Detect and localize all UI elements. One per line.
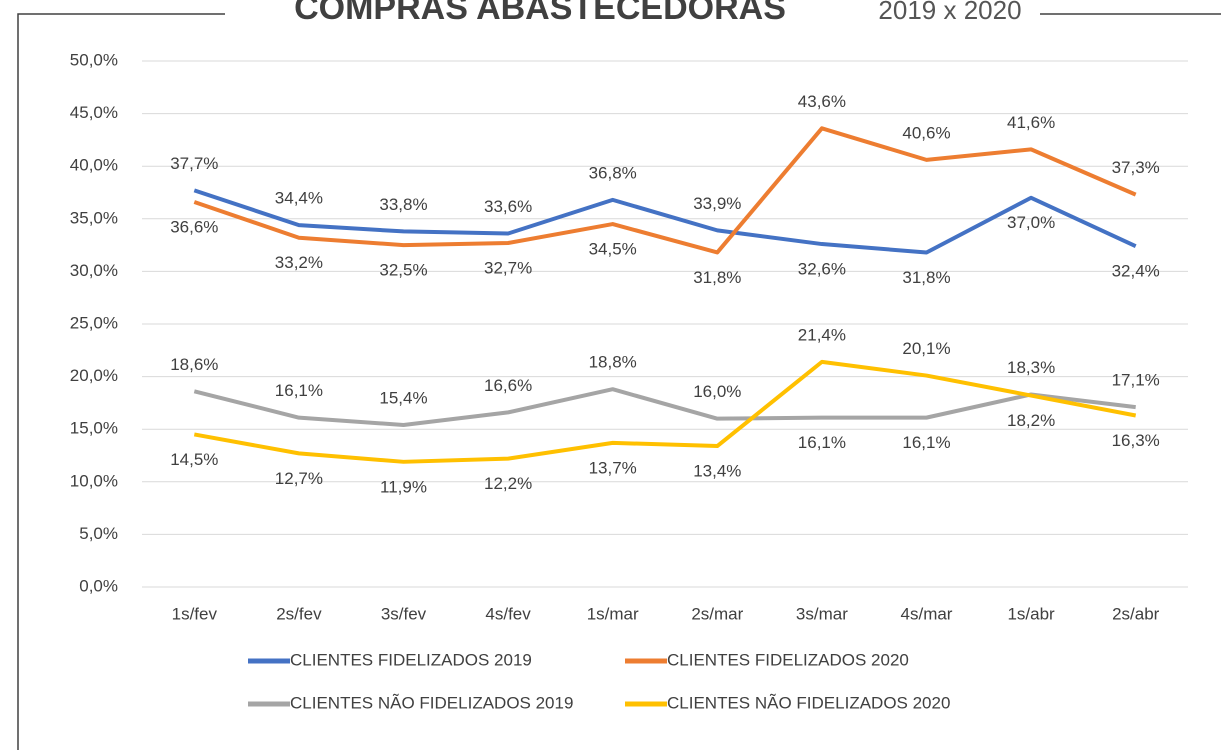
data-label: 43,6% bbox=[798, 92, 846, 111]
x-tick-label: 4s/mar bbox=[901, 604, 953, 623]
y-tick-label: 40,0% bbox=[70, 156, 118, 175]
y-tick-label: 30,0% bbox=[70, 261, 118, 280]
legend-label: CLIENTES FIDELIZADOS 2020 bbox=[667, 650, 909, 669]
data-label: 17,1% bbox=[1112, 371, 1160, 390]
legend-label: CLIENTES NÃO FIDELIZADOS 2019 bbox=[290, 693, 573, 712]
data-label: 33,6% bbox=[484, 197, 532, 216]
x-tick-label: 1s/mar bbox=[587, 604, 639, 623]
chart-subtitle: 2019 x 2020 bbox=[878, 0, 1021, 25]
data-label: 13,7% bbox=[589, 458, 637, 477]
x-tick-label: 2s/abr bbox=[1112, 604, 1160, 623]
series-line bbox=[193, 359, 1137, 464]
data-label: 15,4% bbox=[379, 388, 427, 407]
data-label: 32,4% bbox=[1112, 262, 1160, 281]
data-label: 20,1% bbox=[902, 339, 950, 358]
y-tick-label: 0,0% bbox=[79, 576, 118, 595]
data-label: 41,6% bbox=[1007, 113, 1055, 132]
data-label: 18,8% bbox=[589, 353, 637, 372]
y-tick-label: 45,0% bbox=[70, 103, 118, 122]
data-label: 12,2% bbox=[484, 474, 532, 493]
frame bbox=[17, 13, 1221, 750]
data-label: 31,8% bbox=[693, 268, 741, 287]
x-tick-label: 3s/fev bbox=[381, 604, 427, 623]
data-label: 32,6% bbox=[798, 260, 846, 279]
x-tick-label: 4s/fev bbox=[485, 604, 531, 623]
data-label: 34,5% bbox=[589, 240, 637, 259]
data-label: 13,4% bbox=[693, 462, 741, 481]
data-label: 16,6% bbox=[484, 376, 532, 395]
data-label: 31,8% bbox=[902, 268, 950, 287]
data-label: 40,6% bbox=[902, 123, 950, 142]
y-tick-label: 20,0% bbox=[70, 366, 118, 385]
data-label: 33,9% bbox=[693, 194, 741, 213]
y-tick-label: 15,0% bbox=[70, 419, 118, 438]
legend-label: CLIENTES FIDELIZADOS 2019 bbox=[290, 650, 532, 669]
data-label: 18,2% bbox=[1007, 411, 1055, 430]
data-label: 16,1% bbox=[275, 381, 323, 400]
data-label: 16,1% bbox=[902, 433, 950, 452]
y-tick-label: 50,0% bbox=[70, 50, 118, 69]
data-label: 32,5% bbox=[379, 261, 427, 280]
x-tick-label: 1s/fev bbox=[172, 604, 218, 623]
data-label: 18,3% bbox=[1007, 358, 1055, 377]
data-label: 33,8% bbox=[379, 195, 427, 214]
y-tick-label: 35,0% bbox=[70, 208, 118, 227]
data-label: 33,2% bbox=[275, 253, 323, 272]
data-label: 16,3% bbox=[1112, 431, 1160, 450]
data-label: 16,0% bbox=[693, 382, 741, 401]
data-label: 21,4% bbox=[798, 325, 846, 344]
chart-title: COMPRAS ABASTECEDORAS bbox=[294, 0, 786, 27]
data-label: 37,0% bbox=[1007, 213, 1055, 232]
series-line bbox=[193, 188, 1137, 255]
data-label: 36,8% bbox=[589, 163, 637, 182]
series-line bbox=[193, 387, 1136, 427]
data-label: 36,6% bbox=[170, 217, 218, 236]
x-tick-label: 3s/mar bbox=[796, 604, 848, 623]
data-label: 16,1% bbox=[798, 433, 846, 452]
data-label: 37,7% bbox=[170, 154, 218, 173]
data-label: 18,6% bbox=[170, 355, 218, 374]
x-tick-label: 1s/abr bbox=[1007, 604, 1055, 623]
data-label: 14,5% bbox=[170, 450, 218, 469]
data-label: 12,7% bbox=[275, 469, 323, 488]
y-tick-label: 25,0% bbox=[70, 313, 118, 332]
series-line bbox=[193, 126, 1137, 255]
x-tick-label: 2s/fev bbox=[276, 604, 322, 623]
data-label: 37,3% bbox=[1112, 158, 1160, 177]
x-tick-label: 2s/mar bbox=[691, 604, 743, 623]
legend-label: CLIENTES NÃO FIDELIZADOS 2020 bbox=[667, 693, 950, 712]
y-tick-label: 10,0% bbox=[70, 471, 118, 490]
data-label: 34,4% bbox=[275, 189, 323, 208]
data-label: 32,7% bbox=[484, 258, 532, 277]
y-tick-label: 5,0% bbox=[79, 524, 118, 543]
data-label: 11,9% bbox=[380, 477, 427, 496]
